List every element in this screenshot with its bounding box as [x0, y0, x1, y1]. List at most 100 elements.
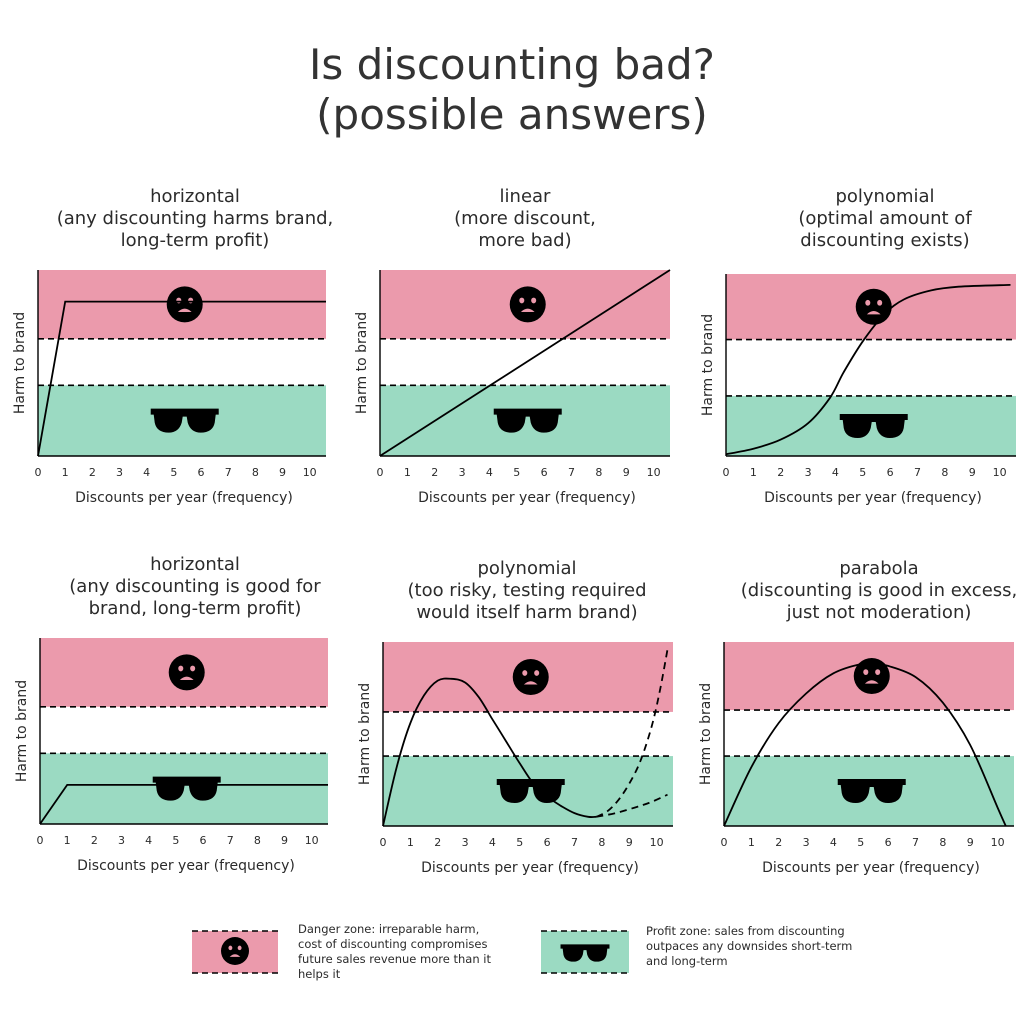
x-tick-label: 0	[380, 836, 387, 849]
series-line-1	[379, 269, 671, 457]
sad-face-icon	[853, 658, 890, 695]
x-tick-label: 5	[859, 466, 866, 479]
chart-title-line: linear	[499, 186, 551, 207]
x-tick-label: 8	[254, 834, 261, 847]
main-title-line-1: Is discounting bad?	[309, 40, 715, 89]
x-tick-label: 3	[805, 466, 812, 479]
x-tick-label: 2	[777, 466, 784, 479]
chart-panel-6: 0 1 2 3 4 5 6 7 8 9 10 Discounts per year (frequenc…	[698, 642, 1014, 876]
x-tick-label: 8	[598, 836, 605, 849]
x-tick-label: 4	[486, 466, 493, 479]
main-title: Is discounting bad? (possible answers)	[0, 40, 1024, 140]
chart-title-line: (any discounting harms brand,	[56, 208, 334, 229]
x-tick-label: 2	[431, 466, 438, 479]
chart-title-line: (too risky, testing required	[407, 580, 647, 601]
chart-title-6: parabola (discounting is good in excess, j…	[714, 558, 1024, 624]
x-tick-label: 0	[37, 834, 44, 847]
sunglasses-icon	[152, 776, 221, 801]
x-tick-label: 0	[721, 836, 728, 849]
x-tick-label: 3	[462, 836, 469, 849]
legend-profit-line-2: outpaces any downsides short-term	[646, 939, 853, 953]
x-tick-label: 3	[459, 466, 466, 479]
chart-title-line: horizontal	[150, 554, 240, 575]
series-line-1	[39, 784, 328, 825]
x-tick-label: 7	[912, 836, 919, 849]
y-axis-label: Harm to brand	[357, 683, 373, 785]
chart-title-line: horizontal	[150, 186, 240, 207]
sunglasses-icon	[837, 779, 906, 804]
legend-profit-text: Profit zone: sales from discounting outp…	[646, 924, 852, 969]
x-tick-label: 7	[227, 834, 234, 847]
chart-title-line: (discounting is good in excess,	[740, 580, 1018, 601]
chart-panel-3: 0 1 2 3 4 5 6 7 8 9 10 Discounts per year (frequenc…	[700, 274, 1016, 506]
x-tick-label: 3	[803, 836, 810, 849]
x-tick-label: 2	[775, 836, 782, 849]
legend-profit-line-1: Profit zone: sales from discounting	[646, 924, 845, 938]
legend-profit-line-3: and long-term	[646, 954, 728, 968]
main-title-line-2: (possible answers)	[316, 90, 708, 139]
x-tick-label: 7	[571, 836, 578, 849]
x-tick-label: 3	[118, 834, 125, 847]
x-tick-label: 9	[626, 836, 633, 849]
x-tick-label: 1	[748, 836, 755, 849]
y-axis-label: Harm to brand	[354, 312, 370, 414]
x-axis-label: Discounts per year (frequency)	[75, 490, 293, 506]
chart-title-5: polynomial (too risky, testing required wo…	[362, 558, 692, 624]
x-tick-label: 9	[623, 466, 630, 479]
x-tick-label: 10	[993, 466, 1007, 479]
legend-danger-line-1: Danger zone: irreparable harm,	[298, 922, 480, 936]
x-tick-label: 8	[252, 466, 259, 479]
x-tick-label: 4	[145, 834, 152, 847]
sad-face-icon	[509, 286, 546, 323]
y-axis-label: Harm to brand	[12, 312, 28, 414]
x-tick-label: 7	[225, 466, 232, 479]
legend-danger-text: Danger zone: irreparable harm, cost of d…	[298, 922, 491, 982]
x-tick-label: 6	[541, 466, 548, 479]
x-tick-label: 1	[62, 466, 69, 479]
x-axis-label: Discounts per year (frequency)	[421, 860, 639, 876]
sad-face-icon	[855, 288, 892, 325]
x-tick-label: 0	[377, 466, 384, 479]
chart-panel-4: 0 1 2 3 4 5 6 7 8 9 10 Discounts per year (frequenc…	[14, 638, 328, 874]
sad-face-icon	[168, 654, 205, 691]
chart-title-line: more bad)	[478, 230, 572, 251]
x-axis-label: Discounts per year (frequency)	[418, 490, 636, 506]
x-tick-label: 5	[172, 834, 179, 847]
chart-title-line: long-term profit)	[120, 230, 270, 251]
series-line-2	[595, 649, 669, 818]
x-tick-label: 4	[830, 836, 837, 849]
series-line-1	[725, 284, 1011, 456]
x-tick-label: 1	[404, 466, 411, 479]
chart-title-line: parabola	[839, 558, 919, 579]
chart-title-line: discounting exists)	[800, 230, 970, 251]
sunglasses-icon	[150, 408, 219, 433]
x-tick-label: 5	[857, 836, 864, 849]
x-tick-label: 9	[279, 466, 286, 479]
sunglasses-icon	[839, 413, 908, 438]
chart-title-2: linear (more discount, more bad)	[360, 186, 690, 252]
x-tick-label: 2	[434, 836, 441, 849]
x-tick-label: 10	[650, 836, 664, 849]
x-tick-label: 6	[885, 836, 892, 849]
x-tick-label: 5	[513, 466, 520, 479]
legend-danger-line-2: cost of discounting compromises	[298, 937, 488, 951]
chart-title-line: would itself harm brand)	[416, 602, 638, 623]
sad-face-icon	[512, 658, 549, 695]
y-axis-label: Harm to brand	[700, 314, 716, 416]
x-tick-label: 1	[64, 834, 71, 847]
series-line-3	[596, 793, 668, 818]
x-tick-label: 7	[568, 466, 575, 479]
chart-title-line: polynomial	[477, 558, 577, 579]
x-tick-label: 4	[143, 466, 150, 479]
x-axis-label: Discounts per year (frequency)	[77, 858, 295, 874]
chart-title-3: polynomial (optimal amount of discounting …	[720, 186, 1024, 252]
series-line-1	[723, 662, 1007, 827]
x-tick-label: 2	[89, 466, 96, 479]
x-tick-label: 0	[35, 466, 42, 479]
x-tick-label: 10	[305, 834, 319, 847]
chart-panel-2: 0 1 2 3 4 5 6 7 8 9 10 Discounts per year (frequenc…	[354, 269, 671, 506]
x-tick-label: 10	[647, 466, 661, 479]
x-tick-label: 1	[407, 836, 414, 849]
chart-panel-1: 0 1 2 3 4 5 6 7 8 9 10 Discounts per year (frequenc…	[12, 270, 326, 506]
